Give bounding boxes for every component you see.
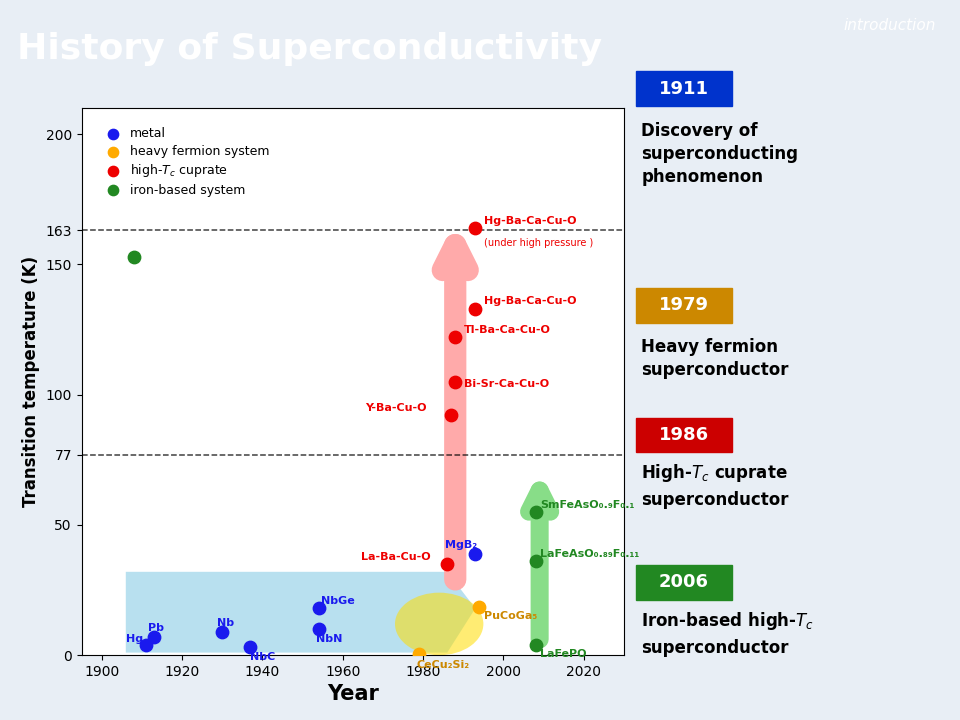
Text: Nb: Nb xyxy=(217,618,234,628)
Text: superconductor: superconductor xyxy=(641,639,789,657)
Text: Y-Ba-Cu-O: Y-Ba-Cu-O xyxy=(365,403,426,413)
Text: Hg-Ba-Ca-Cu-O: Hg-Ba-Ca-Cu-O xyxy=(484,216,576,225)
Text: Discovery of
superconducting
phenomenon: Discovery of superconducting phenomenon xyxy=(641,122,799,186)
Point xyxy=(440,558,455,570)
FancyBboxPatch shape xyxy=(636,288,732,323)
Text: Heavy fermion
superconductor: Heavy fermion superconductor xyxy=(641,338,789,379)
Text: 1986: 1986 xyxy=(659,426,709,444)
Text: introduction: introduction xyxy=(844,17,936,32)
Text: 1979: 1979 xyxy=(659,297,709,314)
Text: MgB₂: MgB₂ xyxy=(444,540,477,550)
Text: NbGe: NbGe xyxy=(322,596,355,606)
Text: Tl-Ba-Ca-Cu-O: Tl-Ba-Ca-Cu-O xyxy=(464,325,550,335)
Text: PuCoGa₅: PuCoGa₅ xyxy=(484,611,537,621)
Point xyxy=(528,506,543,518)
Point xyxy=(311,624,326,635)
Ellipse shape xyxy=(395,593,484,655)
Text: Pb: Pb xyxy=(149,624,164,634)
Text: superconductor: superconductor xyxy=(641,491,789,509)
Point xyxy=(468,222,483,233)
Point xyxy=(471,601,487,613)
Text: Hg: Hg xyxy=(127,634,144,644)
Point xyxy=(126,251,141,262)
FancyBboxPatch shape xyxy=(636,71,732,106)
Text: (under high pressure ): (under high pressure ) xyxy=(484,238,593,248)
Text: CeCu₂Si₂: CeCu₂Si₂ xyxy=(417,660,469,670)
Legend: metal, heavy fermion system, high-$T_c$ cuprate, iron-based system: metal, heavy fermion system, high-$T_c$ … xyxy=(96,122,275,202)
Text: High-$\mathit{T_c}$ cuprate: High-$\mathit{T_c}$ cuprate xyxy=(641,462,788,485)
Point xyxy=(447,376,463,387)
Point xyxy=(214,626,229,637)
Y-axis label: Transition temperature (K): Transition temperature (K) xyxy=(22,256,39,507)
Text: SmFeAsO₀.₉F₀.₁: SmFeAsO₀.₉F₀.₁ xyxy=(540,500,635,510)
FancyBboxPatch shape xyxy=(636,565,732,600)
Point xyxy=(468,303,483,315)
Point xyxy=(468,548,483,559)
Text: NbN: NbN xyxy=(316,634,343,644)
Point xyxy=(146,631,161,643)
Text: La-Ba-Cu-O: La-Ba-Cu-O xyxy=(361,552,431,562)
X-axis label: Year: Year xyxy=(326,685,379,704)
Point xyxy=(528,556,543,567)
Point xyxy=(311,603,326,614)
FancyBboxPatch shape xyxy=(636,418,732,452)
Text: Hg-Ba-Ca-Cu-O: Hg-Ba-Ca-Cu-O xyxy=(484,297,576,307)
Polygon shape xyxy=(126,572,475,652)
Text: 1911: 1911 xyxy=(659,79,709,97)
Text: LaFePO: LaFePO xyxy=(540,649,587,660)
Point xyxy=(412,648,427,660)
Point xyxy=(138,639,154,651)
Text: LaFeAsO₀.₈₉F₀.₁₁: LaFeAsO₀.₈₉F₀.₁₁ xyxy=(540,549,639,559)
Text: Bi-Sr-Ca-Cu-O: Bi-Sr-Ca-Cu-O xyxy=(464,379,549,389)
Text: NbC: NbC xyxy=(251,652,276,662)
Point xyxy=(528,639,543,651)
Text: History of Superconductivity: History of Superconductivity xyxy=(17,32,602,66)
Text: 2006: 2006 xyxy=(659,573,709,592)
Point xyxy=(444,410,459,421)
Point xyxy=(243,642,258,653)
Point xyxy=(447,331,463,343)
Text: Iron-based high-$\mathit{T_c}$: Iron-based high-$\mathit{T_c}$ xyxy=(641,610,814,632)
